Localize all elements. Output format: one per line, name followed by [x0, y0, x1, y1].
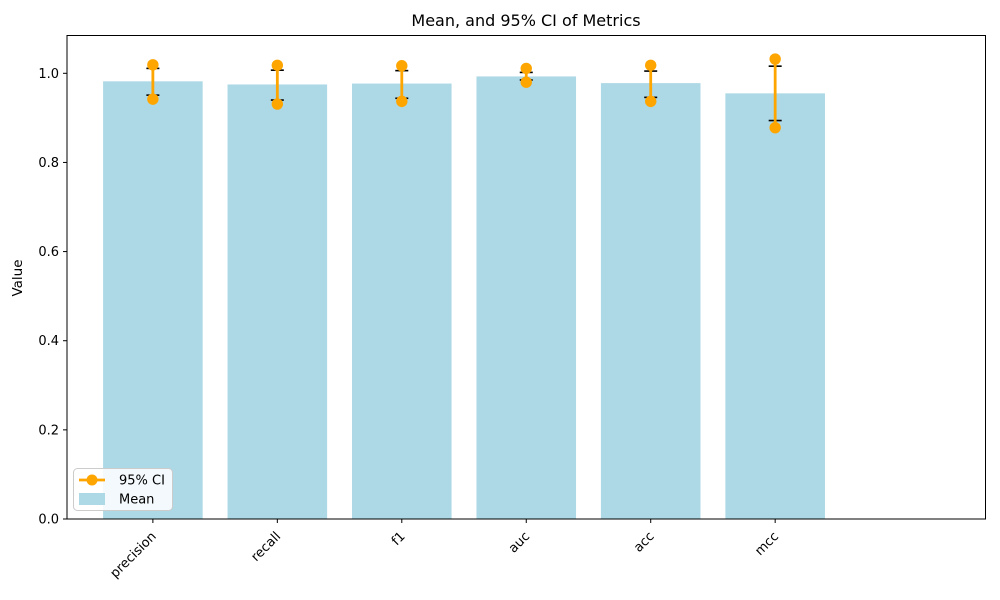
x-tick-label-f1: f1: [389, 529, 409, 549]
y-tick-label: 0.2: [38, 423, 59, 438]
x-tick-label-mcc: mcc: [752, 529, 782, 559]
ci-dot-low-recall: [271, 98, 284, 110]
legend: 95% CI Mean: [73, 468, 173, 511]
bar-acc: [600, 83, 701, 519]
x-tick-label-recall: recall: [249, 529, 285, 565]
ci-dot-low-acc: [645, 95, 657, 108]
ci-dot-low-f1: [396, 95, 408, 108]
plot-border: [66, 35, 986, 520]
y-tick-label: 0.8: [38, 156, 59, 171]
ci-dot-high-auc: [520, 62, 532, 75]
legend-mean-swatch: [79, 493, 105, 505]
legend-ci-dot: [86, 474, 98, 486]
x-tick-label-precision: precision: [108, 529, 160, 581]
y-tick-label: 1.0: [38, 67, 59, 82]
ci-dot-high-recall: [271, 59, 284, 71]
y-axis-label: Value: [10, 259, 26, 296]
ci-dot-low-precision: [147, 93, 159, 105]
bars-group: [103, 76, 825, 520]
ci-dot-low-auc: [520, 76, 532, 88]
bar-f1: [352, 83, 452, 520]
ci-dot-high-precision: [147, 59, 159, 71]
y-tick-label: 0.0: [38, 513, 59, 528]
bar-recall: [227, 84, 328, 519]
legend-item-mean-label: Mean: [119, 493, 154, 508]
chart-title: Mean, and 95% CI of Metrics: [411, 11, 640, 30]
bar-mcc: [725, 93, 825, 519]
y-tick-label: 0.4: [38, 334, 59, 349]
ci-markers-group: [147, 53, 781, 134]
ci-dot-high-acc: [645, 59, 657, 71]
x-tick-label-acc: acc: [631, 529, 657, 555]
ci-dot-high-f1: [396, 60, 408, 72]
bar-precision: [103, 81, 203, 519]
ci-dot-low-mcc: [769, 121, 781, 134]
bar-auc: [476, 76, 577, 520]
legend-item-ci-label: 95% CI: [119, 474, 165, 489]
ci-dot-high-mcc: [769, 53, 781, 65]
x-tick-label-auc: auc: [506, 529, 533, 556]
y-tick-label: 0.6: [38, 245, 59, 260]
